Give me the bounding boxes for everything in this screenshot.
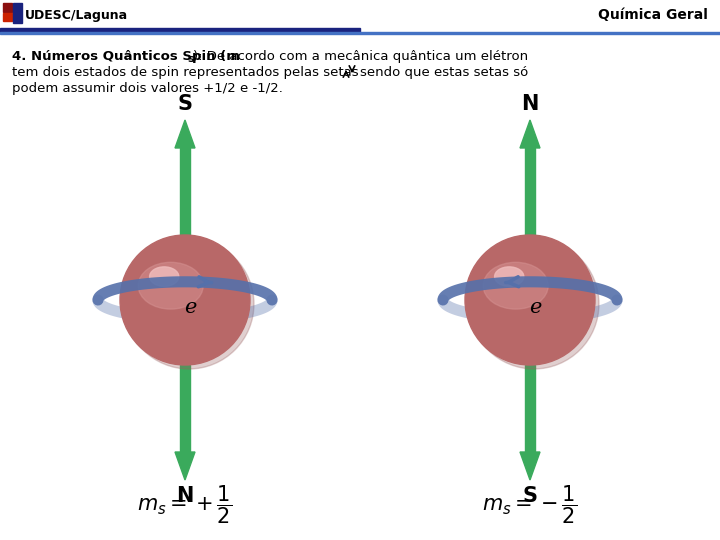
- Text: N: N: [521, 94, 539, 114]
- Bar: [3, 3, 12, 12]
- Text: Química Geral: Química Geral: [598, 8, 708, 22]
- Bar: [525, 365, 535, 452]
- Text: e: e: [184, 298, 197, 318]
- Ellipse shape: [138, 262, 203, 309]
- Ellipse shape: [483, 262, 548, 309]
- Text: S: S: [523, 486, 538, 506]
- Text: tem dois estados de spin representados pelas setas: tem dois estados de spin representados p…: [12, 66, 359, 79]
- Polygon shape: [520, 452, 540, 480]
- Circle shape: [124, 239, 254, 369]
- Bar: [0, 0, 720, 30]
- Text: $m_s = +\dfrac{1}{2}$: $m_s = +\dfrac{1}{2}$: [138, 484, 233, 526]
- Ellipse shape: [495, 267, 524, 286]
- Bar: [0, 32, 720, 34]
- Bar: [0, 28, 360, 32]
- Polygon shape: [520, 120, 540, 148]
- Text: UDESC/Laguna: UDESC/Laguna: [25, 9, 128, 22]
- Polygon shape: [175, 452, 195, 480]
- Bar: [525, 148, 535, 235]
- Circle shape: [120, 235, 250, 365]
- Bar: [180, 148, 190, 235]
- Bar: [180, 365, 190, 452]
- Ellipse shape: [150, 267, 179, 286]
- Polygon shape: [175, 120, 195, 148]
- Bar: [13, 3, 22, 23]
- Text: N: N: [176, 486, 194, 506]
- Circle shape: [465, 235, 595, 365]
- Text: ): De acordo com a mecânica quântica um elétron: ): De acordo com a mecânica quântica um …: [193, 50, 528, 63]
- Text: 4. Números Quânticos Spin (m: 4. Números Quânticos Spin (m: [12, 50, 240, 63]
- Text: S: S: [178, 94, 192, 114]
- Text: podem assumir dois valores +1/2 e -1/2.: podem assumir dois valores +1/2 e -1/2.: [12, 82, 283, 95]
- Text: s: s: [187, 54, 194, 64]
- Text: sendo que estas setas só: sendo que estas setas só: [360, 66, 528, 79]
- Text: e: e: [529, 298, 541, 318]
- Text: $m_s = -\dfrac{1}{2}$: $m_s = -\dfrac{1}{2}$: [482, 484, 577, 526]
- Bar: [3, 13, 12, 21]
- Circle shape: [469, 239, 599, 369]
